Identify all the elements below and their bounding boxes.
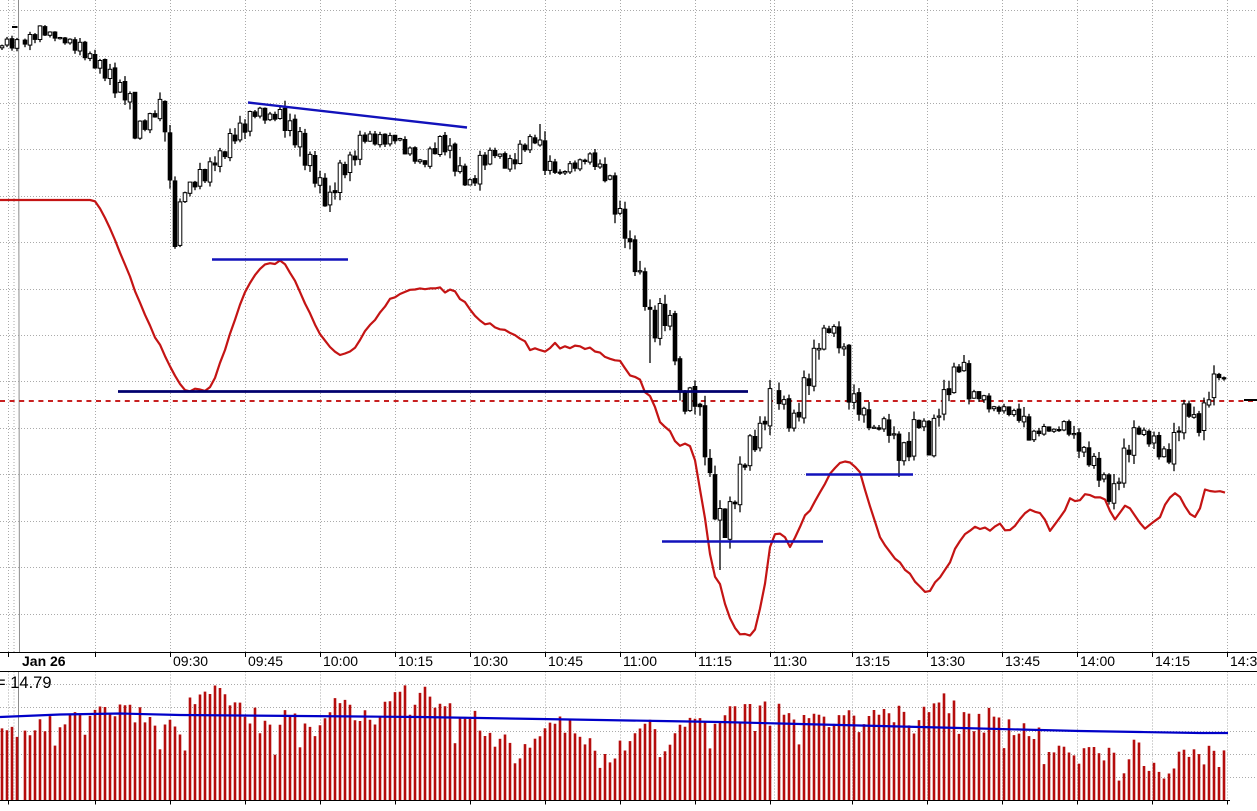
svg-text:10:15: 10:15 [398, 653, 433, 669]
svg-text:14:00: 14:00 [1080, 653, 1115, 669]
svg-text:10:45: 10:45 [548, 653, 583, 669]
svg-text:11:30: 11:30 [773, 653, 807, 669]
svg-text:09:45: 09:45 [248, 653, 283, 669]
svg-text:10:00: 10:00 [323, 653, 358, 669]
svg-text:13:15: 13:15 [855, 653, 890, 669]
svg-text:14:15: 14:15 [1155, 653, 1190, 669]
svg-text:14:30: 14:30 [1230, 653, 1257, 669]
svg-text:= 14.79: = 14.79 [0, 674, 52, 692]
svg-text:13:45: 13:45 [1005, 653, 1040, 669]
svg-text:11:15: 11:15 [698, 653, 732, 669]
svg-text:Jan 26: Jan 26 [22, 653, 66, 669]
svg-text:13:30: 13:30 [930, 653, 965, 669]
svg-text:09:30: 09:30 [173, 653, 208, 669]
svg-text:11:00: 11:00 [623, 653, 657, 669]
svg-text:10:30: 10:30 [473, 653, 508, 669]
